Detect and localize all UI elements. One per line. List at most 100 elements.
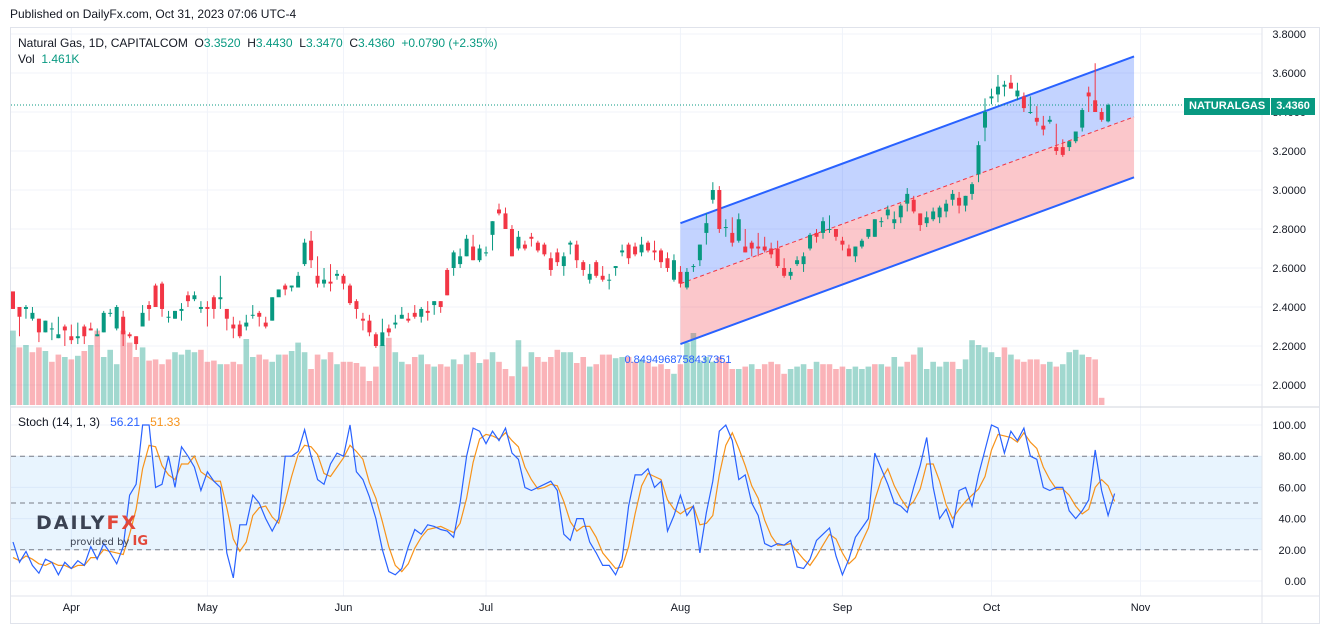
candle-body <box>516 236 521 249</box>
candle-body <box>529 236 534 239</box>
volume-bar <box>735 369 742 405</box>
volume-bar <box>224 364 230 405</box>
month-tick-label: Oct <box>983 602 1000 614</box>
volume-bar <box>664 369 671 405</box>
volume-bar <box>1047 361 1053 405</box>
channel-upper-fill <box>680 56 1135 284</box>
volume-bar <box>172 352 178 405</box>
volume-bar <box>969 340 975 405</box>
candle-body <box>211 297 216 309</box>
candle-body <box>1073 131 1078 142</box>
volume-bar <box>49 361 55 405</box>
volume-bar <box>787 369 794 405</box>
volume-bar <box>561 352 567 405</box>
volume-bar <box>1098 397 1105 405</box>
candle-body <box>620 250 625 253</box>
candle-body <box>607 279 612 281</box>
logo-daily: DAILY <box>36 512 107 534</box>
stoch-tick-label: 40.00 <box>1278 514 1306 526</box>
price-tick-label: 3.8000 <box>1272 29 1306 41</box>
candle-body <box>373 334 378 346</box>
price-tick-label: 2.2000 <box>1272 341 1306 353</box>
stochastic-panel <box>11 423 1262 579</box>
candle-body <box>535 242 540 251</box>
volume-bar <box>444 366 450 405</box>
volume-bar <box>327 352 334 405</box>
candle-body <box>846 248 851 257</box>
volume-bar <box>962 359 969 405</box>
candle-body <box>399 314 404 319</box>
volume-bar <box>424 364 431 405</box>
volume-bar <box>872 364 878 405</box>
candle-body <box>814 232 819 237</box>
candle-body <box>23 307 28 309</box>
volume-bar <box>470 352 476 405</box>
candle-body <box>717 190 722 229</box>
candle-body <box>827 229 832 230</box>
candle-body <box>1028 112 1033 113</box>
volume-bar <box>405 364 412 405</box>
volume-bar <box>748 364 755 405</box>
candle-body <box>710 190 715 200</box>
volume-bar <box>301 352 308 405</box>
volume-bar <box>930 361 936 405</box>
price-tick-label: 3.0000 <box>1272 185 1306 197</box>
stoch-d-value: 51.33 <box>150 415 181 429</box>
candle-body <box>49 328 54 330</box>
volume-bar <box>515 340 522 405</box>
volume-bar <box>910 354 917 405</box>
candle-body <box>963 195 968 206</box>
candle-body <box>665 258 670 268</box>
volume-bar <box>178 354 185 405</box>
candle-body <box>296 275 301 288</box>
volume-bar <box>761 364 768 405</box>
volume-bar <box>16 347 23 405</box>
candle-body <box>88 328 93 331</box>
candle-body <box>795 260 800 265</box>
candle-body <box>1080 110 1085 128</box>
candle-body <box>69 336 74 341</box>
candle-body <box>367 320 372 333</box>
volume-bar <box>1008 354 1014 405</box>
stoch-tick-label: 60.00 <box>1278 482 1306 494</box>
candle-body <box>853 246 858 257</box>
candle-body <box>503 213 508 229</box>
candle-body <box>380 332 385 346</box>
candle-body <box>11 291 15 309</box>
volume-bar <box>548 357 554 405</box>
volume-bar <box>68 359 75 405</box>
stoch-d-line <box>12 431 1116 573</box>
price-tick-label: 3.6000 <box>1272 68 1306 80</box>
volume-bar <box>399 361 405 405</box>
volume-bar <box>139 347 146 405</box>
candle-body <box>283 285 288 290</box>
candle-body <box>801 256 806 265</box>
volume-bar <box>211 360 217 405</box>
volume-bar <box>476 363 483 405</box>
candle-body <box>451 252 456 268</box>
candle-body <box>639 244 644 253</box>
volume-bar <box>230 361 237 405</box>
volume-bar <box>237 364 243 405</box>
candle-body <box>127 334 132 337</box>
candle-body <box>788 271 793 276</box>
volume-bar <box>113 364 120 405</box>
candle-body <box>944 203 949 212</box>
volume-bar <box>684 342 690 405</box>
candle-body <box>289 285 294 288</box>
candle-body <box>237 324 242 337</box>
volume-bar <box>936 366 943 405</box>
regression-channel <box>11 55 1262 345</box>
volume-bar <box>833 369 839 405</box>
candle-body <box>911 199 916 212</box>
candle-body <box>36 318 41 333</box>
candle-body <box>179 308 184 311</box>
volume-bar <box>535 357 541 405</box>
volume-bar <box>949 361 956 405</box>
candle-body <box>989 96 994 99</box>
candle-body <box>970 184 975 194</box>
volume-bar <box>671 373 677 405</box>
candle-body <box>1086 92 1091 97</box>
candle-body <box>1054 147 1059 151</box>
